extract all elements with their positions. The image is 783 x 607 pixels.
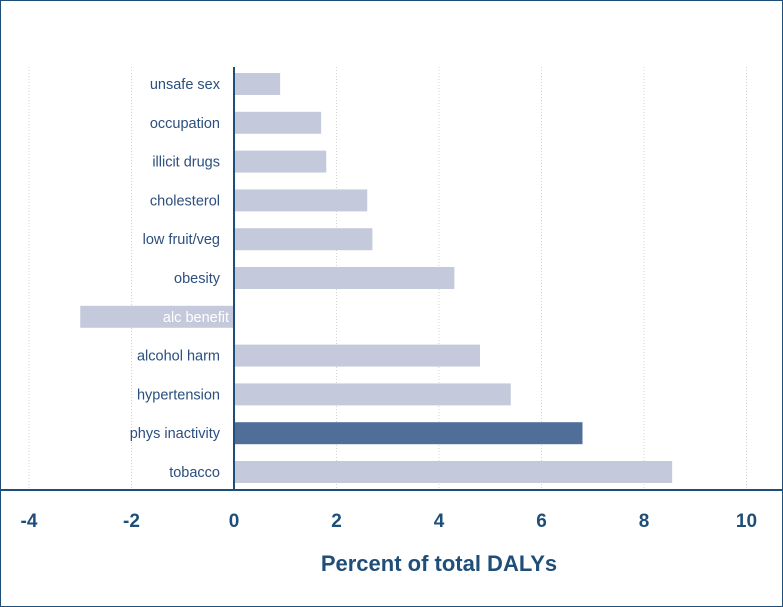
category-label: alcohol harm bbox=[137, 349, 220, 365]
bar bbox=[234, 422, 583, 445]
category-label: hypertension bbox=[137, 387, 220, 403]
bar bbox=[234, 228, 373, 251]
category-label: cholesterol bbox=[150, 193, 220, 209]
bar bbox=[234, 189, 368, 212]
category-label: phys inactivity bbox=[130, 426, 221, 442]
category-label: alc benefit bbox=[163, 310, 229, 326]
x-tick-label: 6 bbox=[536, 511, 547, 532]
tick-labels: -4 -2 0 2 4 6 8 10 bbox=[21, 511, 758, 532]
x-tick-label: 4 bbox=[434, 511, 445, 532]
x-tick-label: 2 bbox=[331, 511, 342, 532]
bar bbox=[234, 111, 322, 134]
x-tick-label: -2 bbox=[123, 511, 140, 532]
category-label: unsafe sex bbox=[150, 77, 221, 93]
category-label: low fruit/veg bbox=[143, 232, 220, 248]
bar bbox=[234, 267, 455, 289]
category-label: occupation bbox=[150, 116, 220, 132]
bar bbox=[234, 73, 281, 95]
category-label: illicit drugs bbox=[152, 155, 220, 171]
category-label: obesity bbox=[174, 271, 221, 287]
bar bbox=[234, 461, 673, 483]
axes bbox=[1, 67, 782, 491]
x-tick-label: 0 bbox=[229, 511, 240, 532]
x-axis-title: Percent of total DALYs bbox=[321, 551, 557, 576]
x-tick-label: 10 bbox=[736, 511, 757, 532]
category-label: tobacco bbox=[169, 465, 220, 481]
bar bbox=[80, 305, 234, 328]
bar bbox=[234, 383, 511, 406]
x-tick-label: 8 bbox=[639, 511, 650, 532]
bar bbox=[234, 344, 480, 367]
x-tick-label: -4 bbox=[21, 511, 38, 532]
category-labels: unsafe sex occupation illicit drugs cholest… bbox=[130, 77, 229, 481]
bars bbox=[80, 73, 673, 483]
bar bbox=[234, 150, 327, 173]
